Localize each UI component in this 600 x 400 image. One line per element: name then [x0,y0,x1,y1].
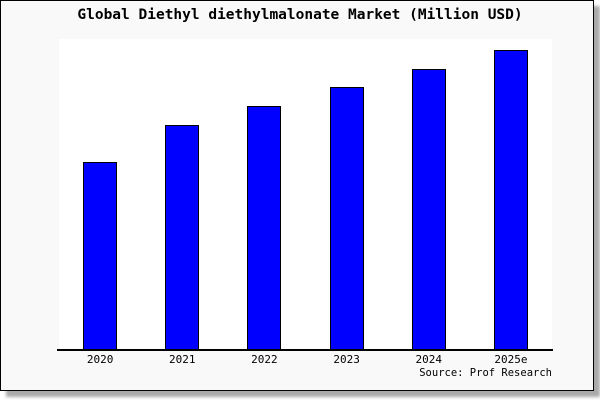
x-tick-label-2023: 2023 [333,353,360,366]
x-tick-label-2024: 2024 [415,353,442,366]
x-tick-label-2025e: 2025e [494,353,528,366]
plot-area [59,39,552,350]
bar-2024 [411,69,446,350]
bar-2023 [329,87,364,350]
bar-2022 [247,106,282,350]
bar-2021 [165,125,200,350]
bar-2020 [83,162,118,350]
x-tick-label-2022: 2022 [251,353,278,366]
x-tick-label-2020: 2020 [86,353,114,366]
x-tick-label-2021: 2021 [168,353,196,366]
source-credit: Source: Prof Research [419,367,552,379]
bar-2025e [493,50,528,350]
chart-title: Global Diethyl diethylmalonate Market (M… [77,7,523,23]
x-axis-line [57,349,553,351]
